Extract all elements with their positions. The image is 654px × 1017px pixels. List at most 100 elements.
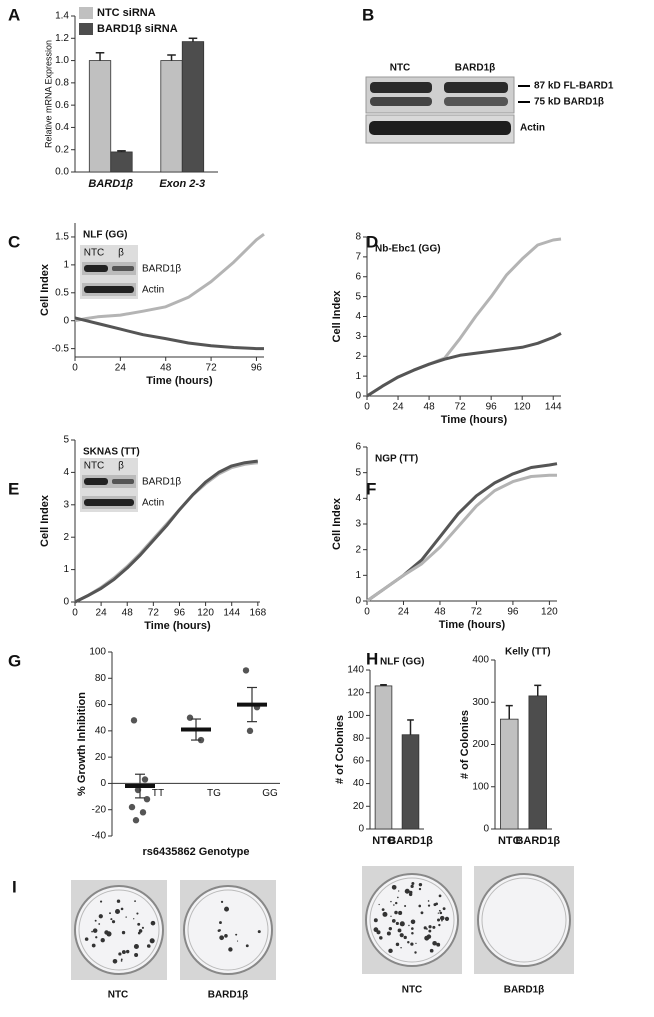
x-tick-label: Exon 2-3 [159, 178, 205, 190]
bar [528, 695, 547, 830]
y-tick-label: 2 [63, 532, 69, 543]
lane-label: β [118, 461, 124, 472]
colony-dot [245, 944, 249, 948]
inset-blot: NTC β BARD1β Actin [80, 458, 181, 512]
colony-dot [415, 942, 417, 945]
panel-label: B [362, 5, 374, 24]
colony-dot [395, 921, 399, 926]
bar [374, 685, 393, 830]
colony-dot [84, 937, 89, 941]
colony-dot [398, 890, 400, 892]
western-blot: NTC BARD1β 87 kD FL-BARD1 75 kD BARD1β A… [365, 63, 614, 144]
y-tick-label: 0 [358, 824, 364, 835]
x-tick-label: 96 [507, 607, 519, 618]
line [74, 232, 265, 323]
x-tick-label: GG [262, 788, 278, 799]
colony-dot [404, 905, 407, 908]
colony-dot [414, 951, 417, 954]
y-tick-label: 6 [355, 442, 361, 453]
colony-dot [418, 887, 422, 891]
y-axis-label: Relative mRNA Expression [43, 40, 53, 148]
x-tick-label: 0 [72, 608, 78, 619]
y-axis-label: % Growth Inhibition [76, 692, 88, 796]
y-tick-label: 0 [355, 391, 361, 402]
colony-dot [136, 912, 139, 915]
colony-dot [418, 904, 422, 908]
colony-dot [411, 927, 414, 930]
y-tick-label: 4 [355, 311, 361, 322]
dish-label: BARD1β [208, 990, 249, 1001]
x-tick-label: 144 [545, 402, 562, 413]
point [132, 817, 140, 824]
petri-dish-rim [78, 889, 160, 971]
x-tick-label: 96 [486, 402, 498, 413]
lane-label: BARD1β [455, 63, 496, 74]
colony-dot [150, 920, 156, 926]
petri-dish-rim [187, 889, 269, 971]
y-tick-label: 0 [63, 597, 69, 608]
dish-label: NTC [402, 985, 423, 996]
colony-dot [379, 936, 383, 940]
panel-label: H [366, 649, 378, 668]
panel-label: D [366, 232, 378, 251]
colony-dot [228, 947, 233, 952]
colony-dot [441, 919, 443, 922]
y-tick-label: 0.0 [55, 167, 69, 178]
y-tick-label: 100 [472, 781, 489, 792]
lane-label: β [118, 248, 124, 259]
colony-dot [138, 929, 143, 933]
y-tick-label: 5 [355, 467, 361, 478]
x-tick-label: 24 [115, 363, 127, 374]
x-tick-label: 24 [398, 607, 410, 618]
petri-dish [477, 873, 571, 967]
chart-title: SKNAS (TT) [83, 447, 140, 458]
colony-dot [133, 918, 135, 920]
bar [181, 41, 205, 173]
x-tick-label: 120 [514, 402, 531, 413]
point [130, 717, 138, 724]
y-axis-label: Cell Index [39, 494, 51, 547]
blot-band [369, 121, 511, 135]
y-tick-label: -20 [92, 804, 107, 815]
lane-label: NTC [84, 461, 105, 472]
colony-dot [378, 903, 380, 906]
colony-dot [388, 948, 393, 954]
legend-label: BARD1β siRNA [97, 23, 178, 35]
blot-band [84, 478, 108, 485]
colony-dot [393, 904, 395, 906]
y-tick-label: -40 [92, 831, 107, 842]
x-tick-label: TT [152, 788, 164, 799]
colony-dot [432, 925, 436, 929]
x-tick-label: 72 [455, 402, 467, 413]
colony-dot [104, 930, 109, 935]
colony-dot [400, 947, 402, 949]
chart-title: NLF (GG) [83, 230, 127, 241]
x-tick-label: 48 [424, 402, 436, 413]
point [141, 776, 149, 783]
colony-dot [432, 940, 437, 946]
y-tick-label: 7 [355, 252, 361, 263]
colony-dot [409, 890, 413, 895]
colony-dot [100, 938, 105, 943]
colony-dot [428, 929, 432, 933]
dish-label: BARD1β [504, 985, 545, 996]
y-tick-label: 300 [472, 697, 489, 708]
x-tick-label: 48 [122, 608, 134, 619]
bar [110, 151, 133, 173]
colony-dot [397, 928, 402, 933]
x-tick-label: TG [207, 788, 221, 799]
y-tick-label: 200 [472, 739, 489, 750]
colony-dot [391, 919, 396, 923]
colony-dot [118, 952, 122, 956]
colony-dot [376, 930, 381, 935]
colony-dot [436, 942, 441, 947]
blot-band [444, 97, 508, 106]
colony-dot [98, 914, 103, 919]
colony-dot [116, 899, 121, 903]
y-tick-label: 1.5 [55, 232, 69, 243]
y-tick-label: 1 [63, 260, 69, 271]
blot-band [112, 479, 134, 484]
colony-dot [439, 911, 443, 915]
y-tick-label: 400 [472, 655, 489, 666]
